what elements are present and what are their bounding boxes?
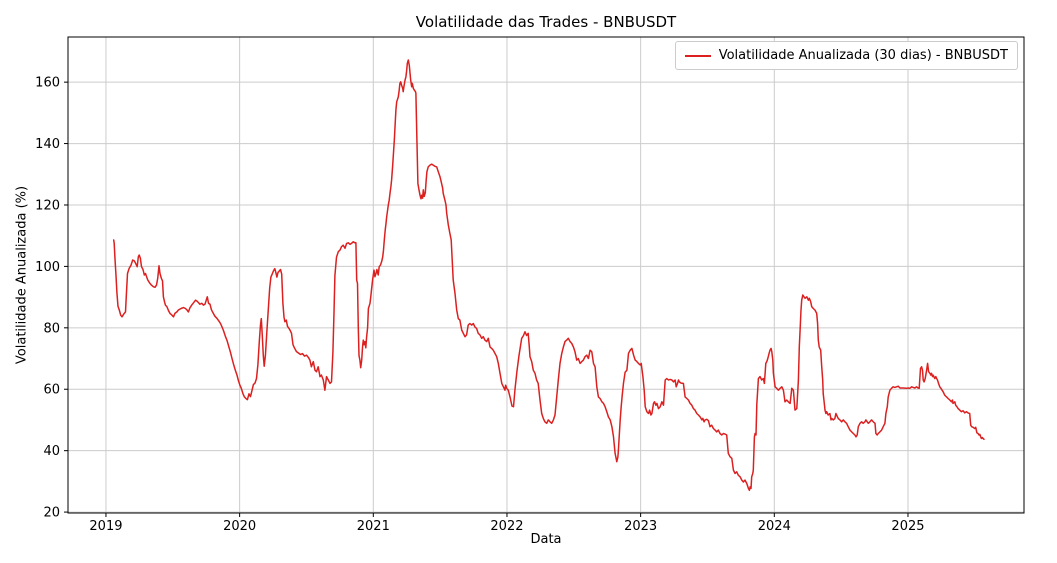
y-axis-label: Volatilidade Anualizada (%) bbox=[14, 185, 30, 365]
legend-label: Volatilidade Anualizada (30 dias) - BNBU… bbox=[718, 48, 1008, 63]
x-tick-label: 2024 bbox=[758, 519, 791, 534]
y-tick-label: 140 bbox=[35, 137, 60, 152]
y-tick-label: 60 bbox=[43, 383, 60, 398]
y-tick-label: 80 bbox=[43, 321, 60, 336]
legend: Volatilidade Anualizada (30 dias) - BNBU… bbox=[674, 41, 1018, 70]
chart-title: Volatilidade das Trades - BNBUSDT bbox=[415, 13, 677, 31]
x-tick-label: 2022 bbox=[490, 519, 523, 534]
y-tick-label: 20 bbox=[43, 506, 60, 521]
plot-border bbox=[67, 36, 1025, 514]
y-tick-label: 100 bbox=[35, 260, 60, 275]
y-tick-label: 40 bbox=[43, 444, 60, 459]
x-tick-label: 2023 bbox=[624, 519, 657, 534]
x-tick-label: 2020 bbox=[223, 519, 256, 534]
x-tick-label: 2019 bbox=[89, 519, 122, 534]
y-tick-label: 120 bbox=[35, 198, 60, 213]
x-tick-label: 2021 bbox=[357, 519, 390, 534]
x-axis-label: Data bbox=[530, 532, 562, 547]
volatility-line bbox=[112, 59, 985, 492]
y-tick-label: 160 bbox=[35, 76, 60, 91]
x-tick-label: 2025 bbox=[891, 519, 924, 534]
legend-line-swatch bbox=[684, 54, 711, 57]
